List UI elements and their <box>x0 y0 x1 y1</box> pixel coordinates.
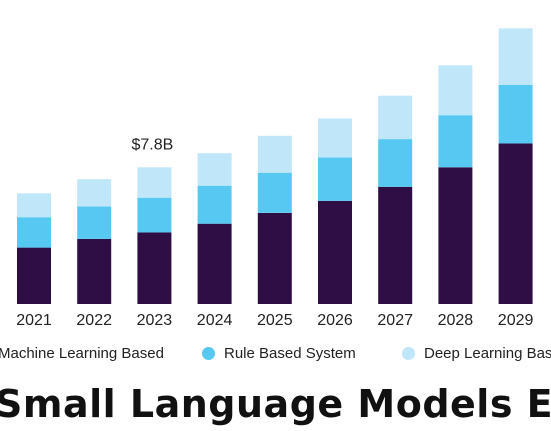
legend-item-machine-learning: Machine Learning Based <box>0 339 164 367</box>
bar-2027-series-2 <box>378 95 413 140</box>
bar-2029-series-1 <box>498 84 533 144</box>
bar-2023-series-0 <box>137 232 172 304</box>
bar-2023-series-1 <box>137 197 172 233</box>
annotations: $7.8B <box>131 136 173 153</box>
legend-swatch-rule-based <box>202 346 215 360</box>
x-tick-label-2021: 2021 <box>16 312 52 329</box>
bar-2025-series-0 <box>257 212 292 304</box>
bar-2029-series-2 <box>498 28 533 85</box>
bar-2021-series-1 <box>17 217 51 248</box>
bar-2026-series-0 <box>318 200 352 304</box>
bar-2022-series-1 <box>77 206 112 239</box>
bar-2029-series-0 <box>498 143 533 304</box>
x-tick-label-2025: 2025 <box>257 312 293 329</box>
x-tick-label-2023: 2023 <box>137 312 173 329</box>
legend-label-machine-learning: Machine Learning Based <box>0 344 164 362</box>
x-tick-label-2028: 2028 <box>438 312 474 329</box>
bar-2024-series-0 <box>197 223 232 304</box>
bar-2027-series-0 <box>378 186 413 304</box>
legend-swatch-deep-learning <box>402 346 415 360</box>
page-title: Small Language Models Explained <box>0 382 551 426</box>
stacked-bar-chart: 2021 2022 2023 2024 2025 2026 2027 2028 2029 $7.… <box>16 28 533 329</box>
annotation-2023: $7.8B <box>131 136 173 153</box>
bar-2024-series-2 <box>197 153 232 186</box>
x-tick-label-2026: 2026 <box>317 312 353 329</box>
bar-2024-series-1 <box>197 185 232 224</box>
bar-2023-series-2 <box>137 167 172 198</box>
legend-label-deep-learning: Deep Learning Based <box>424 344 551 362</box>
legend-label-rule-based: Rule Based System <box>224 344 356 362</box>
bar-2025-series-1 <box>257 172 292 213</box>
x-tick-labels: 2021 2022 2023 2024 2025 2026 2027 2028 2029 <box>16 312 533 329</box>
bars-group <box>17 28 533 304</box>
x-tick-label-2029: 2029 <box>498 312 534 329</box>
bar-2022-series-0 <box>77 238 112 304</box>
bar-2028-series-1 <box>438 115 473 168</box>
x-tick-label-2027: 2027 <box>377 312 413 329</box>
bar-2026-series-2 <box>318 118 352 158</box>
bar-2028-series-2 <box>438 65 473 116</box>
bar-2022-series-2 <box>77 179 112 207</box>
legend-item-rule-based: Rule Based System <box>202 339 356 367</box>
x-tick-label-2024: 2024 <box>197 312 233 329</box>
legend: Machine Learning Based Rule Based System… <box>0 339 551 367</box>
bar-2028-series-0 <box>438 167 473 304</box>
x-tick-label-2022: 2022 <box>76 312 112 329</box>
bar-2025-series-2 <box>257 135 292 173</box>
bar-2026-series-1 <box>318 157 352 201</box>
bar-2027-series-1 <box>378 139 413 187</box>
title-banner: Small Language Models Explained <box>0 378 551 431</box>
bar-2021-series-0 <box>17 247 51 304</box>
bar-2021-series-2 <box>17 193 51 218</box>
legend-item-deep-learning: Deep Learning Based <box>402 339 551 367</box>
